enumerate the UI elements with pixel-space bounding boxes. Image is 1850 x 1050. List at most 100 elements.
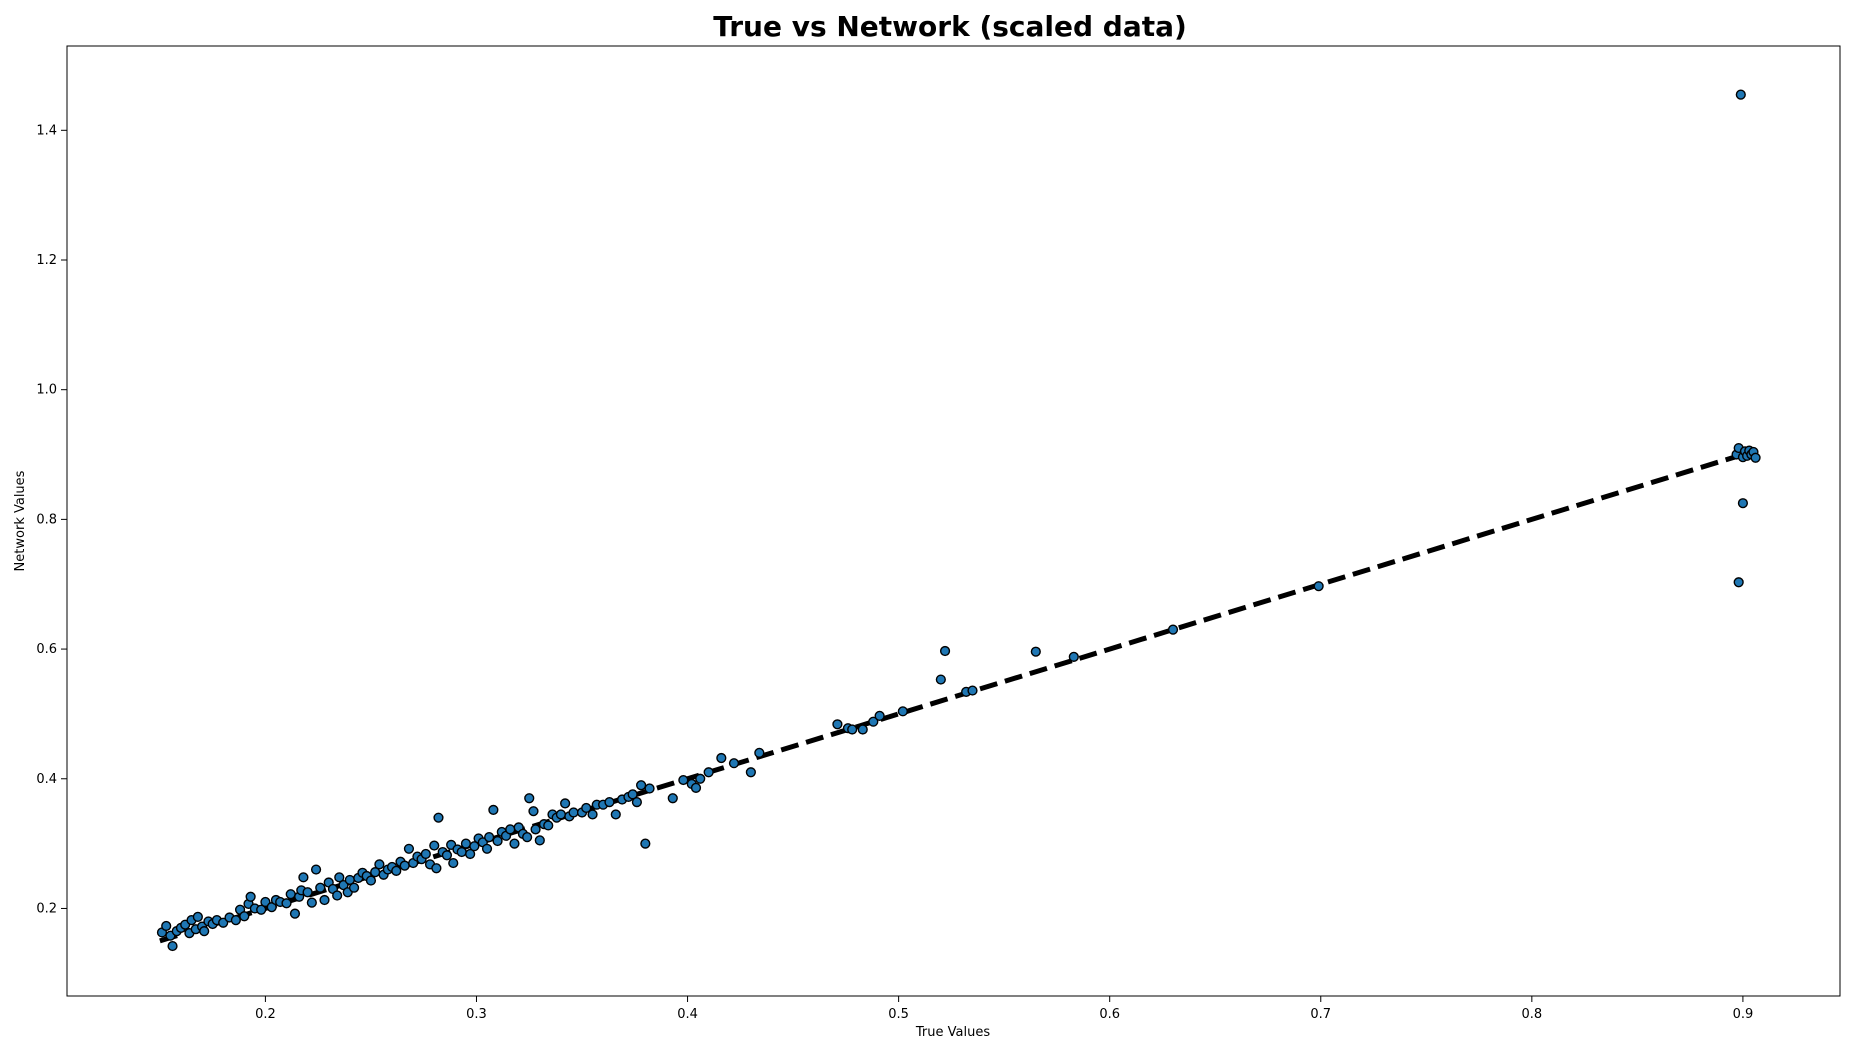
- scatter-point: [456, 846, 467, 858]
- scatter-point: [897, 706, 908, 717]
- scatter-point: [199, 926, 210, 937]
- scatter-point: [581, 802, 592, 814]
- scatter-point: [161, 920, 172, 932]
- scatter-point: [667, 793, 678, 804]
- scatter-point: [857, 724, 868, 735]
- scatter-point: [935, 674, 946, 685]
- scatter-point: [441, 850, 453, 861]
- scatter-point: [690, 782, 702, 793]
- scatter-point: [332, 890, 343, 901]
- scatter-point: [448, 857, 459, 869]
- scatter-point: [847, 724, 858, 735]
- scatter-point: [631, 797, 642, 808]
- scatter-point: [604, 797, 615, 808]
- y-tick-label: 1.2: [36, 253, 57, 268]
- scatter-point: [469, 841, 480, 852]
- scatter-point: [568, 807, 579, 818]
- y-tick-label: 0.4: [36, 772, 57, 787]
- y-tick-label: 0.8: [36, 512, 57, 527]
- x-tick-label: 0.2: [255, 1007, 276, 1022]
- scatter-point: [460, 838, 472, 849]
- scatter-point: [745, 767, 756, 778]
- scatter-point: [431, 863, 442, 874]
- x-tick-label: 0.4: [677, 1007, 698, 1022]
- scatter-point: [420, 848, 431, 860]
- y-axis-label: Network Values: [13, 470, 28, 571]
- scatter-point: [315, 882, 326, 893]
- scatter-points-layer: [156, 89, 1761, 952]
- x-tick-label: 0.5: [888, 1007, 909, 1022]
- scatter-point: [1750, 452, 1761, 463]
- scatter-point: [939, 645, 951, 657]
- scatter-point: [703, 767, 714, 778]
- scatter-point: [348, 882, 360, 893]
- scatter-point: [555, 809, 567, 820]
- scatter-point: [319, 894, 330, 906]
- scatter-point: [481, 843, 493, 854]
- scatter-point: [640, 838, 651, 849]
- x-tick-label: 0.8: [1521, 1007, 1542, 1022]
- y-tick-label: 1.4: [36, 123, 57, 138]
- scatter-point: [492, 835, 503, 847]
- scatter-point: [289, 908, 301, 919]
- scatter-point: [230, 915, 241, 926]
- scatter-point: [285, 889, 296, 900]
- scatter-point: [560, 798, 571, 809]
- chart-title: True vs Network (scaled data): [713, 10, 1187, 43]
- scatter-point: [1167, 624, 1179, 635]
- scatter-point: [716, 752, 727, 764]
- scatter-point: [644, 783, 655, 794]
- scatter-point: [239, 911, 250, 922]
- scatter-point: [1030, 646, 1041, 657]
- y-axis-ticks: 0.2 0.4 0.6 0.8 1.0 1.2 1.4: [36, 123, 67, 916]
- plot-area-frame: [66, 45, 1841, 997]
- scatter-point: [399, 860, 410, 871]
- scatter-point: [728, 758, 740, 769]
- scatter-point: [433, 812, 444, 823]
- scatter-point: [543, 820, 554, 831]
- scatter-point: [967, 685, 978, 696]
- x-tick-label: 0.7: [1310, 1007, 1331, 1022]
- x-tick-label: 0.3: [466, 1007, 487, 1022]
- x-tick-label: 0.6: [1099, 1007, 1120, 1022]
- scatter-point: [1737, 498, 1749, 509]
- scatter-point: [1735, 89, 1746, 100]
- scatter-point: [524, 793, 535, 804]
- scatter-point: [192, 911, 203, 922]
- scatter-point: [306, 897, 317, 908]
- scatter-point: [484, 832, 495, 843]
- y-tick-label: 0.6: [36, 642, 57, 657]
- scatter-point: [587, 809, 598, 820]
- scatter-point: [403, 843, 415, 854]
- x-tick-label: 0.9: [1733, 1007, 1754, 1022]
- x-axis-ticks: 0.2 0.3 0.4 0.5 0.6 0.7 0.8 0.9: [255, 996, 1753, 1022]
- scatter-point: [245, 891, 256, 902]
- scatter-point: [534, 835, 545, 846]
- scatter-point: [636, 780, 647, 791]
- scatter-point: [281, 898, 292, 909]
- scatter-point: [610, 809, 621, 820]
- scatter-point: [391, 865, 402, 876]
- y-tick-label: 0.2: [36, 901, 57, 916]
- scatter-point: [1068, 651, 1079, 662]
- scatter-point: [832, 719, 843, 730]
- scatter-point: [365, 875, 377, 886]
- scatter-point: [334, 872, 345, 883]
- scatter-point: [530, 824, 541, 835]
- x-axis-label: True Values: [915, 1025, 990, 1040]
- scatter-point: [528, 806, 539, 817]
- scatter-point: [509, 838, 520, 849]
- scatter-point: [678, 774, 689, 786]
- scatter-point: [754, 747, 765, 758]
- scatter-point: [1313, 581, 1324, 592]
- scatter-point: [1733, 577, 1744, 588]
- scatter-point: [488, 804, 499, 815]
- scatter-point: [627, 789, 638, 800]
- scatter-point: [302, 887, 313, 898]
- scatter-point: [505, 824, 516, 835]
- scatter-point: [256, 904, 267, 915]
- scatter-point: [374, 859, 385, 870]
- scatter-point: [298, 872, 309, 883]
